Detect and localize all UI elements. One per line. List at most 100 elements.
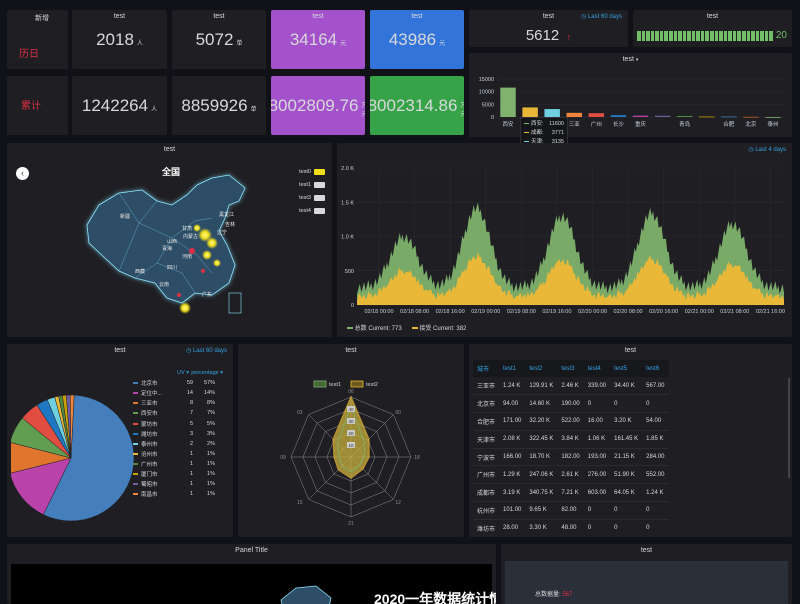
column-header[interactable]: test5 xyxy=(610,360,643,377)
bar[interactable] xyxy=(522,107,538,117)
stat-panel-income-total[interactable]: 8002314.86 万元 xyxy=(370,76,464,135)
legend-row[interactable]: 西安市 7 7% xyxy=(133,408,223,418)
stat-panel-orders-today[interactable]: test 5072 单 xyxy=(172,10,266,69)
axis-label: 18 xyxy=(414,455,420,461)
legend-row[interactable]: 定位中... 14 14% xyxy=(133,388,223,398)
legend-item[interactable]: test4 xyxy=(285,204,325,217)
legend-row[interactable]: 泰州市 2 2% xyxy=(133,439,223,449)
timeseries-panel[interactable]: ◷ Last 4 days 2.0 K 1.5 K 1.0 K 500 0 02/18 0… xyxy=(337,143,792,337)
table-cell: 567.00 xyxy=(642,377,669,396)
legend-row[interactable]: 厦门市 1 1% xyxy=(133,469,223,479)
bar[interactable] xyxy=(500,87,516,117)
bar[interactable] xyxy=(610,115,627,117)
summary-panel[interactable]: test 总数据量: 567 xyxy=(501,544,792,604)
column-header[interactable]: test2 xyxy=(525,360,558,377)
scrollbar[interactable] xyxy=(788,378,790,478)
table-row[interactable]: 潍坊市 28.00 3.30 K 48.00 0 0 0 xyxy=(473,519,669,537)
table-cell: 1.24 K xyxy=(499,377,526,396)
table-cell: 1.85 K xyxy=(642,430,669,449)
percentage-header[interactable]: percentage ▾ xyxy=(191,370,224,377)
legend-row[interactable]: 南昌市 1 1% xyxy=(133,489,223,499)
stat-panel-amount-total[interactable]: 8002809.76 万元 xyxy=(271,76,365,135)
legend-item[interactable]: 接受 Current: 382 xyxy=(411,323,466,332)
column-header[interactable]: 城市 xyxy=(473,360,500,377)
table-row[interactable]: 三亚市 1.24 K 129.91 K 2.46 K 339.00 34.40 K 567.… xyxy=(473,377,669,396)
bar[interactable] xyxy=(743,116,759,118)
bar-chart-panel[interactable]: test ▾ 150001000050000西安成都天津三亚广州长沙重庆青岛合肥… xyxy=(469,53,792,137)
stat-unit: 元 xyxy=(439,41,446,47)
table-row[interactable]: 北京市 94.00 14.60 K 190.00 0 0 0 xyxy=(473,394,669,414)
bar[interactable] xyxy=(566,112,582,117)
radar-series-test2[interactable] xyxy=(332,395,370,479)
legend-row[interactable]: 蒙坊市 5 5% xyxy=(133,418,223,428)
legend-swatch[interactable] xyxy=(313,380,327,388)
label-panel-today: 新增 历日 xyxy=(7,10,68,69)
legend-row[interactable]: 潍坊市 3 3% xyxy=(133,429,223,439)
stat-panel-orders-total[interactable]: 8859926 单 xyxy=(172,76,266,135)
column-header[interactable]: test6 xyxy=(642,360,669,377)
legend-item[interactable]: 总数 Current: 773 xyxy=(347,323,402,332)
series-accept-area xyxy=(357,251,784,305)
legend-row[interactable]: 沧州市 1 1% xyxy=(133,449,223,459)
bar[interactable] xyxy=(699,116,715,118)
column-header[interactable]: test4 xyxy=(583,360,611,377)
column-header[interactable]: test1 xyxy=(499,360,526,377)
pie-slice[interactable] xyxy=(43,394,135,522)
table-row[interactable]: 杭州市 101.00 9.65 K 82.00 0 0 0 xyxy=(473,501,669,520)
legend-item[interactable]: test1 xyxy=(285,178,325,191)
axis-label: 03 xyxy=(297,410,303,416)
table-row[interactable]: 宁波市 166.00 18.70 K 182.00 193.00 21.15 K 284.0… xyxy=(473,448,669,467)
table-cell: 潍坊市 xyxy=(473,519,500,537)
table-panel[interactable]: test 城市 test1 test2 test3 test4 test5 test6 三亚市… xyxy=(469,344,792,537)
table-row[interactable]: 合肥市 171.00 32.20 K 522.00 16.00 3.20 K 54.00 xyxy=(473,412,669,431)
radar-series-test1[interactable] xyxy=(336,404,366,473)
x-tick-label: 合肥 xyxy=(723,120,735,128)
legend-row[interactable]: 三亚市 8 8% xyxy=(133,398,223,408)
map-panel[interactable]: test ‹ 全国 新疆 西藏 四川 内蒙古 黑龙江 吉林 山西 河南 云南 广东 青海 甘肃 辽宁 t… xyxy=(7,143,332,337)
table-cell: 32.20 K xyxy=(525,412,558,431)
stat-panel-users-total[interactable]: 1242264 人 xyxy=(72,76,167,135)
value-label-bg xyxy=(347,418,355,424)
uv-header[interactable]: UV ▾ xyxy=(177,370,190,377)
stat-value: 34164 xyxy=(289,29,338,49)
legend-item[interactable]: test0 xyxy=(285,165,325,178)
bar[interactable] xyxy=(654,115,671,117)
table-cell: 48.00 xyxy=(557,519,584,537)
stat-panel-recent[interactable]: test ◷ Last 60 days 5612 ↑ xyxy=(469,10,628,47)
pie-panel[interactable]: test ◷ Last 60 days xyxy=(7,344,233,537)
column-header[interactable]: test3 xyxy=(557,360,584,377)
bar[interactable] xyxy=(765,116,781,118)
stat-panel-income-today[interactable]: test 43986 元 xyxy=(370,10,464,69)
pie-slice[interactable] xyxy=(11,442,72,474)
stat-unit: 元 xyxy=(340,41,347,47)
x-tick-label: 02/21 16:00 xyxy=(756,309,785,315)
legend-swatch[interactable] xyxy=(350,380,364,388)
legend-row[interactable]: 蜀昭市 1 1% xyxy=(133,479,223,489)
banner-panel[interactable]: Panel Title 2020一年数据统计情 xyxy=(7,544,496,604)
radar-panel[interactable]: test test1 test2 06 00 18 12 21 15 09 03 40 30 20 10 xyxy=(238,344,464,537)
stat-panel-amount-today[interactable]: test 34164 元 xyxy=(271,10,365,69)
pie-slice[interactable] xyxy=(11,457,72,515)
region-label: 西藏 xyxy=(135,269,146,275)
table-cell: 247.06 K xyxy=(525,465,558,485)
y-tick-label: 1.0 K xyxy=(341,235,354,241)
pie-slice[interactable] xyxy=(69,394,75,459)
table-row[interactable]: 天津市 2.08 K 322.45 K 3.84 K 1.06 K 161.45 K 1.8… xyxy=(473,430,669,449)
bar[interactable] xyxy=(632,115,649,117)
y-tick-label: 1.5 K xyxy=(341,200,354,206)
stat-panel-users-today[interactable]: test 2018 人 xyxy=(72,10,167,69)
bar[interactable] xyxy=(676,115,693,117)
table-cell: 284.00 xyxy=(642,448,669,467)
legend-row[interactable]: 广州市 1 1% xyxy=(133,459,223,469)
bar[interactable] xyxy=(588,113,605,117)
table-row[interactable]: 广州市 1.29 K 247.06 K 2.61 K 276.00 51.90 K 552.… xyxy=(473,465,669,485)
gauge-panel[interactable]: test 20 xyxy=(633,10,792,47)
map-back-button[interactable]: ‹ xyxy=(16,167,29,180)
bar[interactable] xyxy=(544,109,560,117)
table-cell: 杭州市 xyxy=(473,501,500,520)
legend-item[interactable]: test3 xyxy=(285,191,325,204)
bar[interactable] xyxy=(721,116,737,118)
legend-row[interactable]: 北京市 59 57% xyxy=(133,378,223,388)
table-row[interactable]: 成都市 3.19 K 340.75 K 7.21 K 603.00 64.05 K 1.24… xyxy=(473,483,669,503)
gauge-segment xyxy=(741,31,746,41)
